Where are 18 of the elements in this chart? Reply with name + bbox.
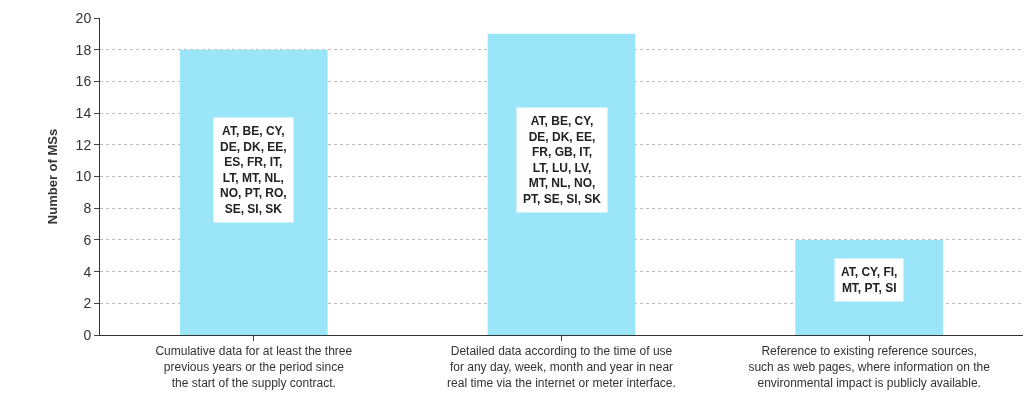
y-tick-label: 0 — [83, 326, 92, 343]
x-tick-label: Reference to existing reference sources, such as web pages, where information on the environmental impact is publicly available. — [748, 344, 991, 390]
annotation: AT, BE, CY, DE, DK, EE, FR, GB, IT, LT, LU, LV, MT, NL, NO, PT, SE, SI, SK — [523, 114, 602, 206]
y-tick-label: 6 — [83, 231, 92, 248]
y-tick-label: 12 — [75, 136, 92, 153]
y-axis-title: Number of MSs — [44, 128, 60, 225]
y-tick-label: 2 — [83, 295, 92, 312]
x-tick-label: Detailed data according to the time of use for any day, week, month and year in near real time via the internet or meter interface. — [447, 344, 676, 390]
y-tick-label: 18 — [75, 41, 92, 58]
y-tick-label: 14 — [75, 105, 92, 121]
y-tick-label: 4 — [83, 263, 92, 280]
y-tick-label: 16 — [75, 73, 92, 90]
annotation: AT, CY, FI, MT, PT, SI — [841, 265, 898, 295]
y-tick-label: 20 — [75, 9, 92, 26]
x-tick-label: Cumulative data for at least the three previous years or the period since the start of the supply contract. — [155, 344, 353, 390]
annotation: AT, BE, CY, DE, DK, EE, ES, FR, IT, LT, MT, NL, NO, PT, RO, SE, SI, SK — [220, 124, 287, 216]
y-tick-label: 8 — [83, 200, 92, 217]
y-tick-label: 10 — [75, 168, 92, 185]
